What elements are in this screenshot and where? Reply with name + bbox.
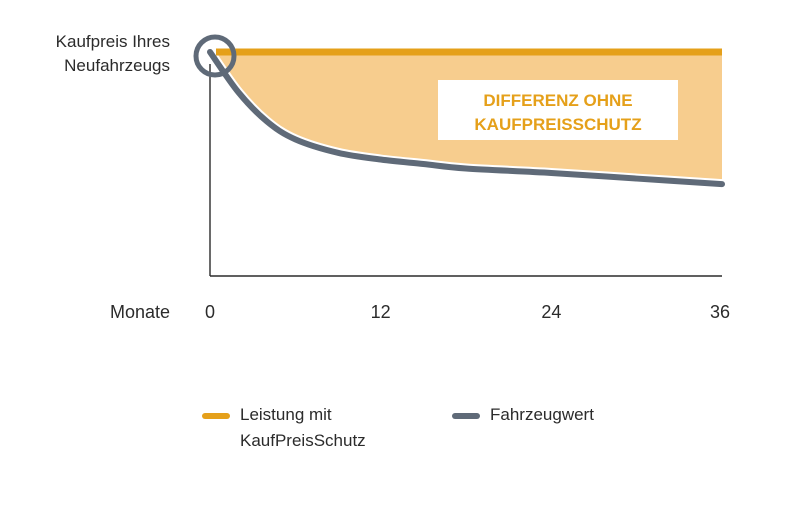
legend-swatch-kaufpreisschutz xyxy=(202,413,230,419)
y-axis-label: Kaufpreis Ihres Neufahrzeugs xyxy=(56,30,170,78)
x-axis-label: Monate xyxy=(110,302,170,322)
annotation-box xyxy=(438,80,678,140)
x-tick-label-36: 36 xyxy=(710,302,730,322)
x-tick-label-0: 0 xyxy=(205,302,215,322)
legend-label-fahrzeugwert: Fahrzeugwert xyxy=(490,405,594,424)
x-tick-label-12: 12 xyxy=(371,302,391,322)
annotation-line-1: DIFFERENZ OHNE xyxy=(483,91,632,110)
fahrzeugwert-line xyxy=(207,49,725,188)
x-tick-label-24: 24 xyxy=(541,302,561,322)
series-layer xyxy=(193,34,727,190)
difference-annotation: DIFFERENZ OHNE KAUFPREISSCHUTZ xyxy=(438,80,678,140)
axes xyxy=(209,64,722,277)
legend-label-kaufpreisschutz-line-1: Leistung mit xyxy=(240,405,332,424)
annotation-line-2: KAUFPREISSCHUTZ xyxy=(474,115,641,134)
legend-swatch-fahrzeugwert xyxy=(452,413,480,419)
y-axis-label-line-1: Kaufpreis Ihres xyxy=(55,32,170,51)
y-axis-label-line-2: Neufahrzeugs xyxy=(64,56,170,75)
legend-item-kaufpreisschutz: Leistung mit KaufPreisSchutz xyxy=(202,402,366,454)
legend-item-fahrzeugwert: Fahrzeugwert xyxy=(452,402,594,428)
start-point-circle xyxy=(193,34,237,78)
legend-label-kaufpreisschutz-line-2: KaufPreisSchutz xyxy=(240,431,366,450)
x-tick-labels: 0 12 24 36 xyxy=(205,302,730,322)
